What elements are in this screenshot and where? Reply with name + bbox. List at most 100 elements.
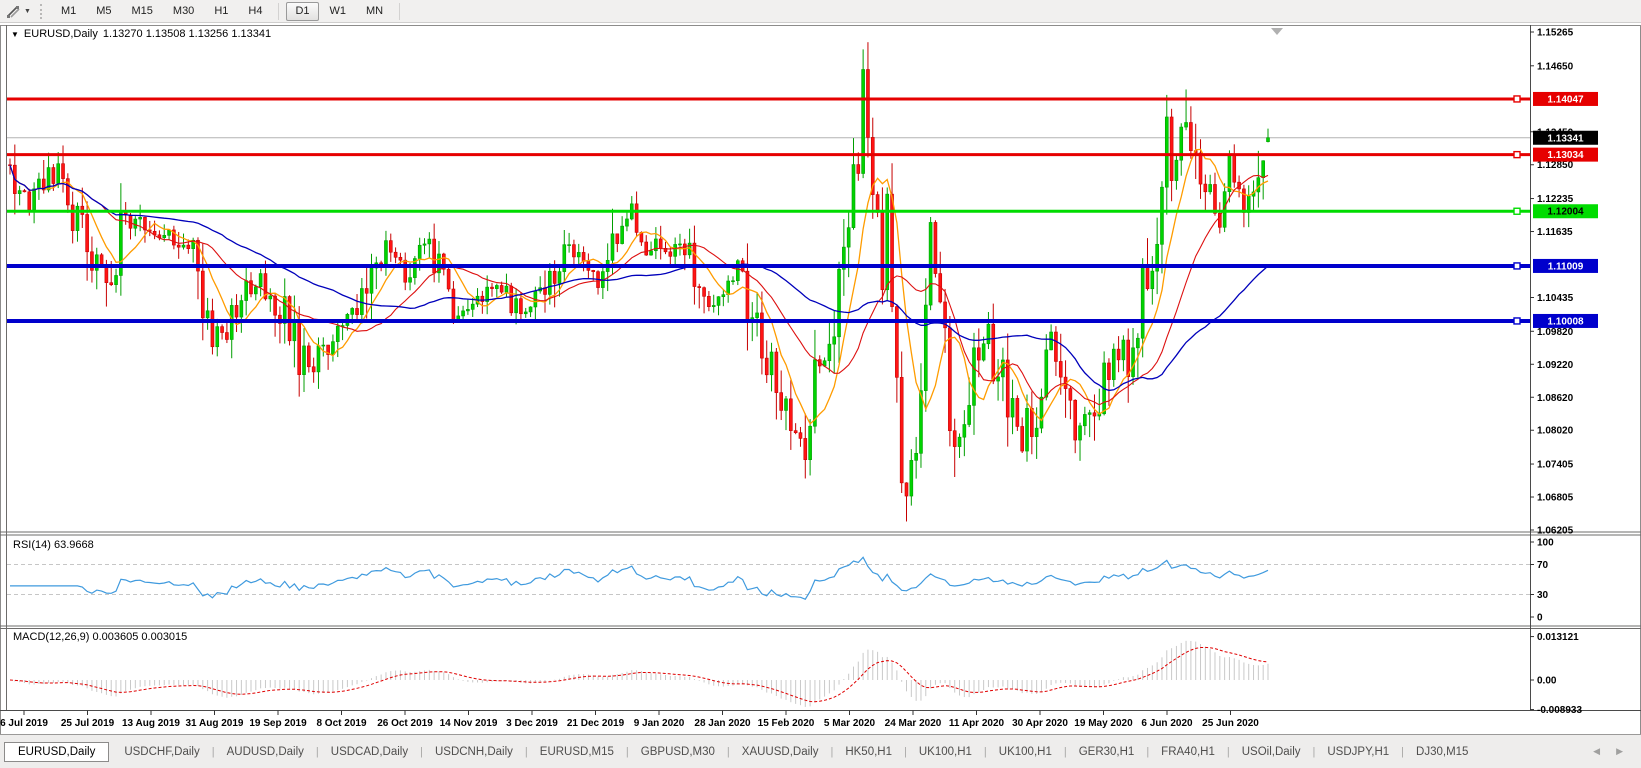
hline-handle[interactable] (1513, 150, 1521, 159)
hline-1.10008[interactable] (7, 317, 1530, 325)
hline-1.13034[interactable] (7, 150, 1530, 159)
price-tick-label: 1.11635 (1537, 227, 1573, 238)
timeframe-button-h4[interactable]: H4 (248, 4, 263, 17)
chart-canvas[interactable]: 1.152651.146501.134501.128501.122351.116… (0, 23, 1641, 734)
timeframe-button-m30[interactable]: M30 (172, 4, 195, 17)
tab-separator: | (1146, 745, 1150, 758)
svg-text:100: 100 (1537, 538, 1554, 549)
tab-scroll-right-icon[interactable]: ▶ (1616, 746, 1623, 756)
tab-eurusd-m15[interactable]: EURUSD,M15 (539, 745, 614, 758)
date-tick-label: 30 Apr 2020 (1012, 718, 1068, 729)
price-tick-label: 1.06205 (1537, 526, 1574, 537)
hline-handle[interactable] (1513, 207, 1521, 215)
rsi-axis: 100 70 30 0 (1530, 538, 1554, 624)
chart-tabs: EURUSD,Daily USDCHF,Daily | AUDUSD,Daily | US… (4, 741, 1479, 762)
tab-separator: | (904, 745, 907, 758)
hline-1.14047[interactable] (7, 95, 1530, 103)
hline-handle[interactable] (1513, 95, 1521, 103)
svg-text:-0.008933: -0.008933 (1537, 705, 1582, 716)
svg-text:70: 70 (1537, 560, 1549, 571)
price-badge-1.12004: 1.12004 (1533, 204, 1598, 219)
chart-window-frame (0, 25, 1641, 734)
price-tick-label: 1.14650 (1537, 61, 1574, 72)
price-tick-label: 1.09820 (1537, 327, 1574, 338)
toolbar-grip[interactable] (39, 3, 44, 19)
dropdown-caret-icon[interactable]: ▼ (24, 7, 31, 15)
tab-uk100-h1[interactable]: UK100,H1 (998, 745, 1052, 758)
tab-separator: | (625, 745, 629, 758)
tab-hk50-h1[interactable]: HK50,H1 (845, 745, 892, 758)
svg-text:30: 30 (1537, 590, 1549, 601)
ma-20 (9, 165, 1269, 406)
date-tick-label: 28 Jan 2020 (694, 718, 751, 729)
date-axis[interactable]: 6 Jul 2019 25 Jul 2019 13 Aug 2019 31 Aug 2… (0, 710, 1259, 730)
toolbar-separator (278, 2, 280, 20)
timeframe-button-m15[interactable]: M15 (131, 4, 153, 17)
price-tick-label: 1.12235 (1537, 194, 1574, 205)
tab-uk100-h1[interactable]: UK100,H1 (918, 745, 972, 758)
current-price-badge: 1.13341 (1533, 130, 1598, 145)
svg-text:1.13034: 1.13034 (1547, 150, 1584, 161)
timeframe-button-h1[interactable]: H1 (214, 4, 229, 17)
chart-shift-marker[interactable] (1271, 28, 1283, 35)
date-tick-label: 31 Aug 2019 (186, 718, 244, 729)
macd-signal-line (9, 646, 1269, 703)
tab-usdchf-daily[interactable]: USDCHF,Daily (124, 745, 200, 758)
price-badge-1.11009: 1.11009 (1533, 258, 1598, 273)
price-badge-1.10008: 1.10008 (1533, 313, 1598, 328)
chart-cursor-icon (7, 5, 20, 18)
date-tick-label: 6 Jul 2019 (0, 718, 48, 729)
timeframe-button-m1[interactable]: M1 (60, 4, 77, 17)
price-tick-label: 1.15265 (1537, 28, 1574, 39)
ma-45 (9, 164, 1269, 392)
collapse-triangle-icon[interactable]: ▼ (11, 29, 19, 39)
tab-usdcnh-daily[interactable]: USDCNH,Daily (434, 745, 513, 758)
price-tick-label: 1.09220 (1537, 360, 1574, 371)
tab-gbpusd-m30[interactable]: GBPUSD,M30 (640, 745, 715, 758)
svg-text:1.10008: 1.10008 (1547, 316, 1584, 327)
svg-text:0: 0 (1537, 613, 1543, 624)
tab-separator: | (524, 745, 528, 758)
tab-separator: | (830, 745, 834, 758)
tab-fra40-h1[interactable]: FRA40,H1 (1161, 745, 1215, 758)
price-tick-label: 1.10435 (1537, 293, 1574, 304)
tab-separator: | (420, 745, 423, 758)
tab-separator: | (315, 745, 319, 758)
date-tick-label: 13 Aug 2019 (122, 718, 180, 729)
tab-scroll-left-icon[interactable]: ◀ (1593, 746, 1601, 756)
tab-usdjpy-h1[interactable]: USDJPY,H1 (1327, 745, 1390, 758)
tab-dj30-m15[interactable]: DJ30,M15 (1416, 745, 1469, 758)
chart-cursor-tool[interactable]: ▼ (4, 3, 36, 20)
svg-text:1.14047: 1.14047 (1547, 94, 1584, 105)
tab-eurusd-daily[interactable]: EURUSD,Daily (4, 741, 110, 762)
timeframe-button-d1[interactable]: D1 (286, 1, 319, 21)
date-tick-label: 25 Jun 2020 (1202, 718, 1259, 729)
hline-1.12004[interactable] (7, 207, 1530, 215)
tab-xauusd-daily[interactable]: XAUUSD,Daily (741, 745, 819, 758)
tab-ger30-h1[interactable]: GER30,H1 (1078, 745, 1135, 758)
date-tick-label: 25 Jul 2019 (61, 718, 115, 729)
chart-ohlc: 1.13270 1.13508 1.13256 1.13341 (102, 28, 272, 40)
ma-8 (9, 148, 1269, 425)
tab-separator: | (983, 745, 987, 758)
timeframe-button-m5[interactable]: M5 (96, 4, 112, 17)
price-tick-label: 1.08620 (1537, 393, 1574, 404)
chart-title: ▼ EURUSD,Daily 1.13270 1.13508 1.13256 1… (11, 28, 271, 40)
date-tick-label: 6 Jun 2020 (1141, 718, 1193, 729)
date-tick-label: 11 Apr 2020 (949, 718, 1005, 729)
hline-1.11009[interactable] (7, 262, 1530, 270)
timeframe-button-w1[interactable]: W1 (329, 4, 347, 17)
hline-handle[interactable] (1513, 317, 1521, 325)
tab-separator: | (1063, 745, 1067, 758)
date-tick-label: 5 Mar 2020 (824, 718, 876, 729)
tab-usdcad-daily[interactable]: USDCAD,Daily (330, 745, 409, 758)
hline-handle[interactable] (1513, 262, 1521, 270)
candles (8, 42, 1270, 522)
tab-audusd-daily[interactable]: AUDUSD,Daily (226, 745, 304, 758)
tab-usoil-daily[interactable]: USOil,Daily (1241, 745, 1301, 758)
tab-separator: | (726, 745, 730, 758)
svg-text:0.013121: 0.013121 (1537, 632, 1579, 643)
timeframe-button-mn[interactable]: MN (366, 4, 384, 17)
price-badge-1.14047: 1.14047 (1533, 91, 1598, 106)
svg-text:1.11009: 1.11009 (1548, 261, 1584, 272)
